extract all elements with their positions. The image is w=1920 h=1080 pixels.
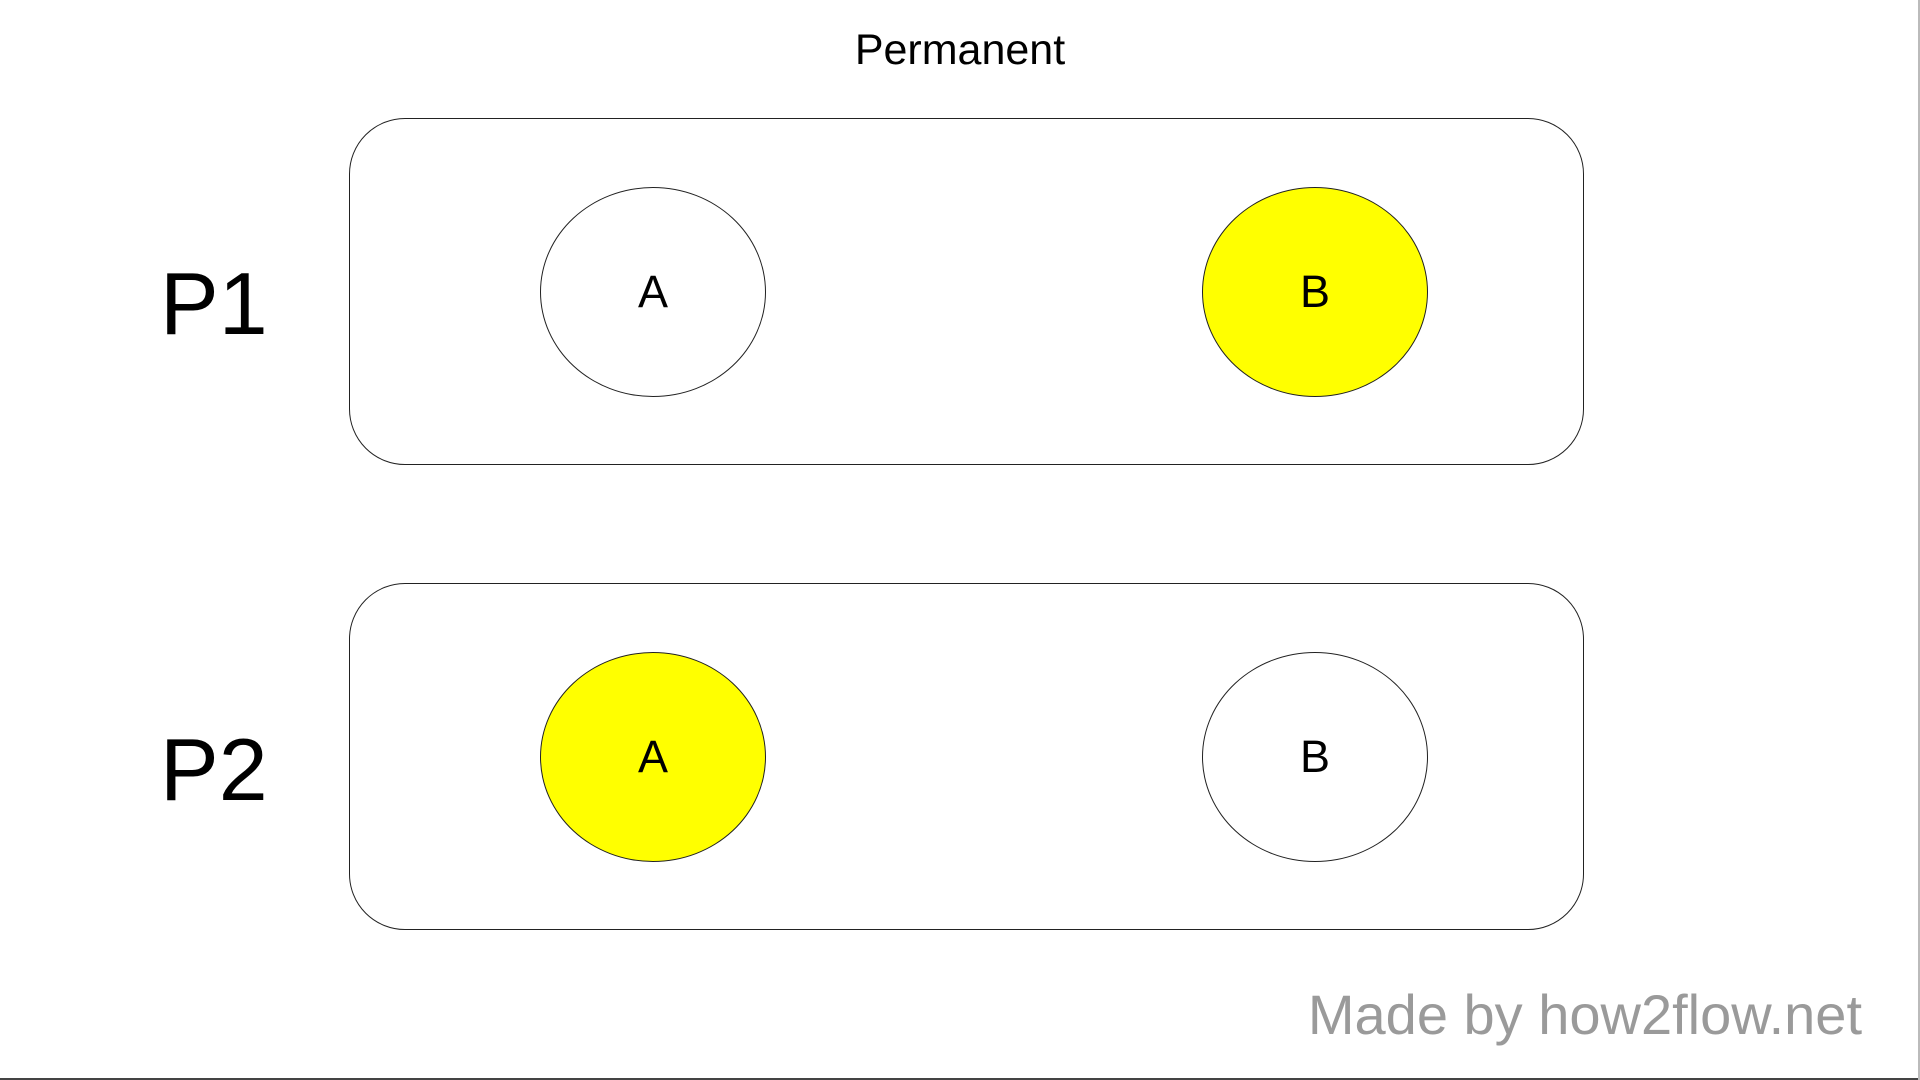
- row-box-p2: A B: [349, 583, 1584, 930]
- node-p1-b: B: [1202, 187, 1428, 397]
- row-box-p1: A B: [349, 118, 1584, 465]
- watermark: Made by how2flow.net: [1307, 983, 1862, 1046]
- row-label-p2: P2: [160, 720, 268, 819]
- frame-border-bottom: [0, 1078, 1920, 1080]
- frame-border-right: [1918, 0, 1920, 1080]
- diagram-title: Permanent: [854, 26, 1066, 74]
- node-p1-a: A: [540, 187, 766, 397]
- row-label-p1: P1: [160, 254, 268, 353]
- node-p2-b: B: [1202, 652, 1428, 862]
- node-p2-a: A: [540, 652, 766, 862]
